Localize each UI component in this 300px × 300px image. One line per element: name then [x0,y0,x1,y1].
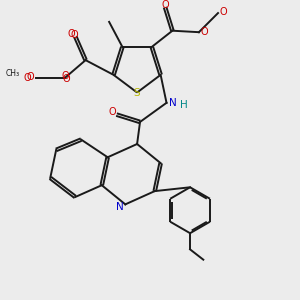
Text: O: O [220,7,227,16]
Text: O: O [63,74,70,84]
Text: O: O [70,30,78,40]
Text: H: H [180,100,188,110]
Text: N: N [116,202,124,212]
Text: S: S [134,88,140,98]
Text: N: N [169,98,177,108]
Text: O: O [68,29,76,39]
Text: O: O [61,71,69,81]
Text: O: O [162,0,170,10]
Text: O: O [23,73,31,83]
Text: O: O [108,107,116,117]
Text: CH₃: CH₃ [5,69,20,78]
Text: O: O [26,72,34,82]
Text: O: O [200,27,208,37]
